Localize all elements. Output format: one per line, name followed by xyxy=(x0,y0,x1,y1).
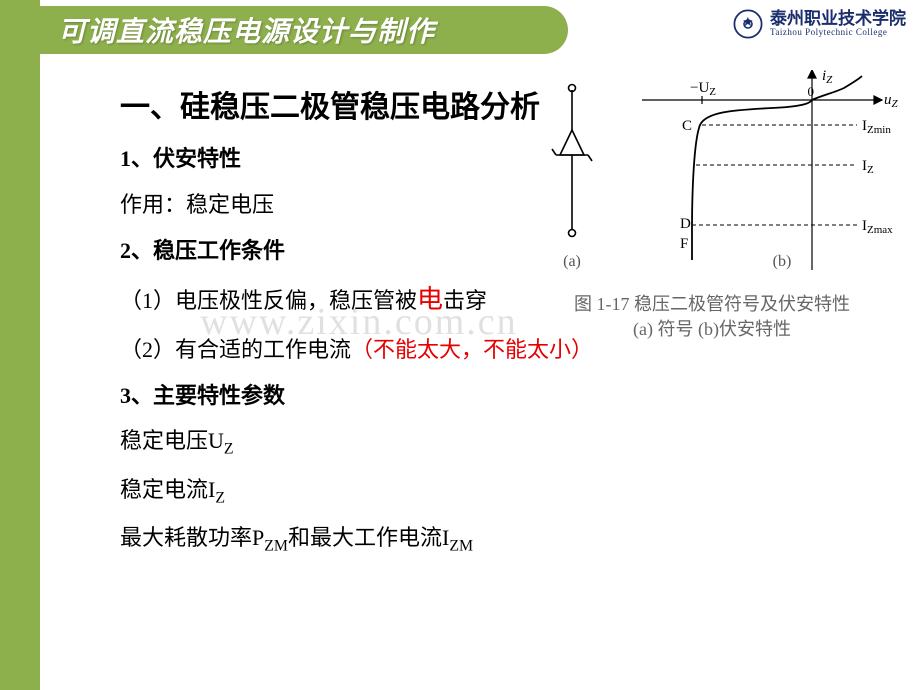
item-2-1-pre: （1）电压极性反偏，稳压管被 xyxy=(120,288,417,313)
iv-path xyxy=(692,76,862,260)
label-a: (a) xyxy=(563,253,581,270)
p3-2-a: 稳定电流I xyxy=(120,477,215,502)
figure-caption-2: (a) 符号 (b)伏安特性 xyxy=(512,317,912,342)
pt-D: D xyxy=(680,216,691,232)
item-3-2: 稳定电流IZ xyxy=(120,469,900,513)
item-2-1-red: 电 xyxy=(417,285,443,314)
figure-caption-1: 图 1-17 稳压二极管符号及伏安特性 xyxy=(512,292,912,317)
label-b: (b) xyxy=(773,253,792,270)
logo-text: 泰州职业技术学院 Taizhou Polytechnic College xyxy=(770,10,906,37)
lbl-Iz: IZ xyxy=(862,158,874,176)
p3-3-a: 最大耗散功率P xyxy=(120,525,264,550)
lbl-Izmax: IZmax xyxy=(862,218,893,236)
p3-1-b: Z xyxy=(224,441,234,458)
p3-1-a: 稳定电压U xyxy=(120,428,224,453)
logo-cn: 泰州职业技术学院 xyxy=(770,10,906,28)
p3-3-c: 和最大工作电流I xyxy=(288,525,449,550)
axis-y: iZ xyxy=(822,70,833,86)
figure: (a) iZ uZ 0 −UZ xyxy=(512,70,912,290)
axis-x: uZ xyxy=(884,92,899,110)
item-3-1: 稳定电压UZ xyxy=(120,420,900,464)
p3-3-b: ZM xyxy=(264,538,288,555)
lbl-Izmin: IZmin xyxy=(862,118,891,136)
p3-3-d: ZM xyxy=(449,538,473,555)
left-band xyxy=(0,0,40,690)
figure-svg: (a) iZ uZ 0 −UZ xyxy=(512,70,912,290)
item-2-2-pre: （2）有合适的工作电流 xyxy=(120,337,351,362)
slide: 可调直流稳压电源设计与制作 泰州职业技术学院 Taizhou Polytechn… xyxy=(0,0,920,690)
label-zero: 0 xyxy=(808,84,815,99)
figure-area: (a) iZ uZ 0 −UZ xyxy=(512,70,912,342)
logo-icon xyxy=(732,8,764,40)
college-logo: 泰州职业技术学院 Taizhou Polytechnic College xyxy=(732,8,906,40)
iv-curve: iZ uZ 0 −UZ C D F xyxy=(642,70,899,270)
pt-F: F xyxy=(680,236,688,252)
item-2-1-post: 击穿 xyxy=(443,288,487,313)
logo-en: Taizhou Polytechnic College xyxy=(770,28,906,37)
slide-title: 可调直流稳压电源设计与制作 xyxy=(58,10,435,50)
zener-symbol-icon xyxy=(552,85,592,237)
pt-C: C xyxy=(682,118,692,134)
item-3-3: 最大耗散功率PZM和最大工作电流IZM xyxy=(120,517,900,561)
p3-2-b: Z xyxy=(215,489,225,506)
item-3: 3、主要特性参数 xyxy=(120,375,900,417)
title-bar: 可调直流稳压电源设计与制作 xyxy=(28,6,568,54)
label-neg-uz: −UZ xyxy=(690,80,716,98)
